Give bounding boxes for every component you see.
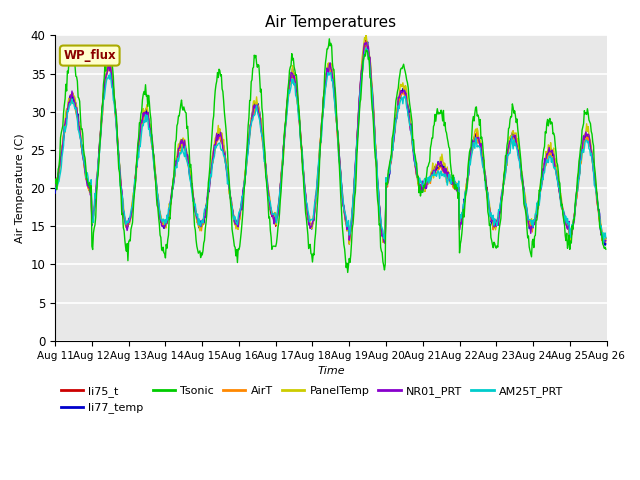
Y-axis label: Air Temperature (C): Air Temperature (C)	[15, 133, 25, 243]
Legend: li75_t, li77_temp, Tsonic, AirT, PanelTemp, NR01_PRT, AM25T_PRT: li75_t, li77_temp, Tsonic, AirT, PanelTe…	[61, 386, 563, 413]
Title: Air Temperatures: Air Temperatures	[266, 15, 396, 30]
Text: WP_flux: WP_flux	[63, 49, 116, 62]
X-axis label: Time: Time	[317, 366, 345, 376]
